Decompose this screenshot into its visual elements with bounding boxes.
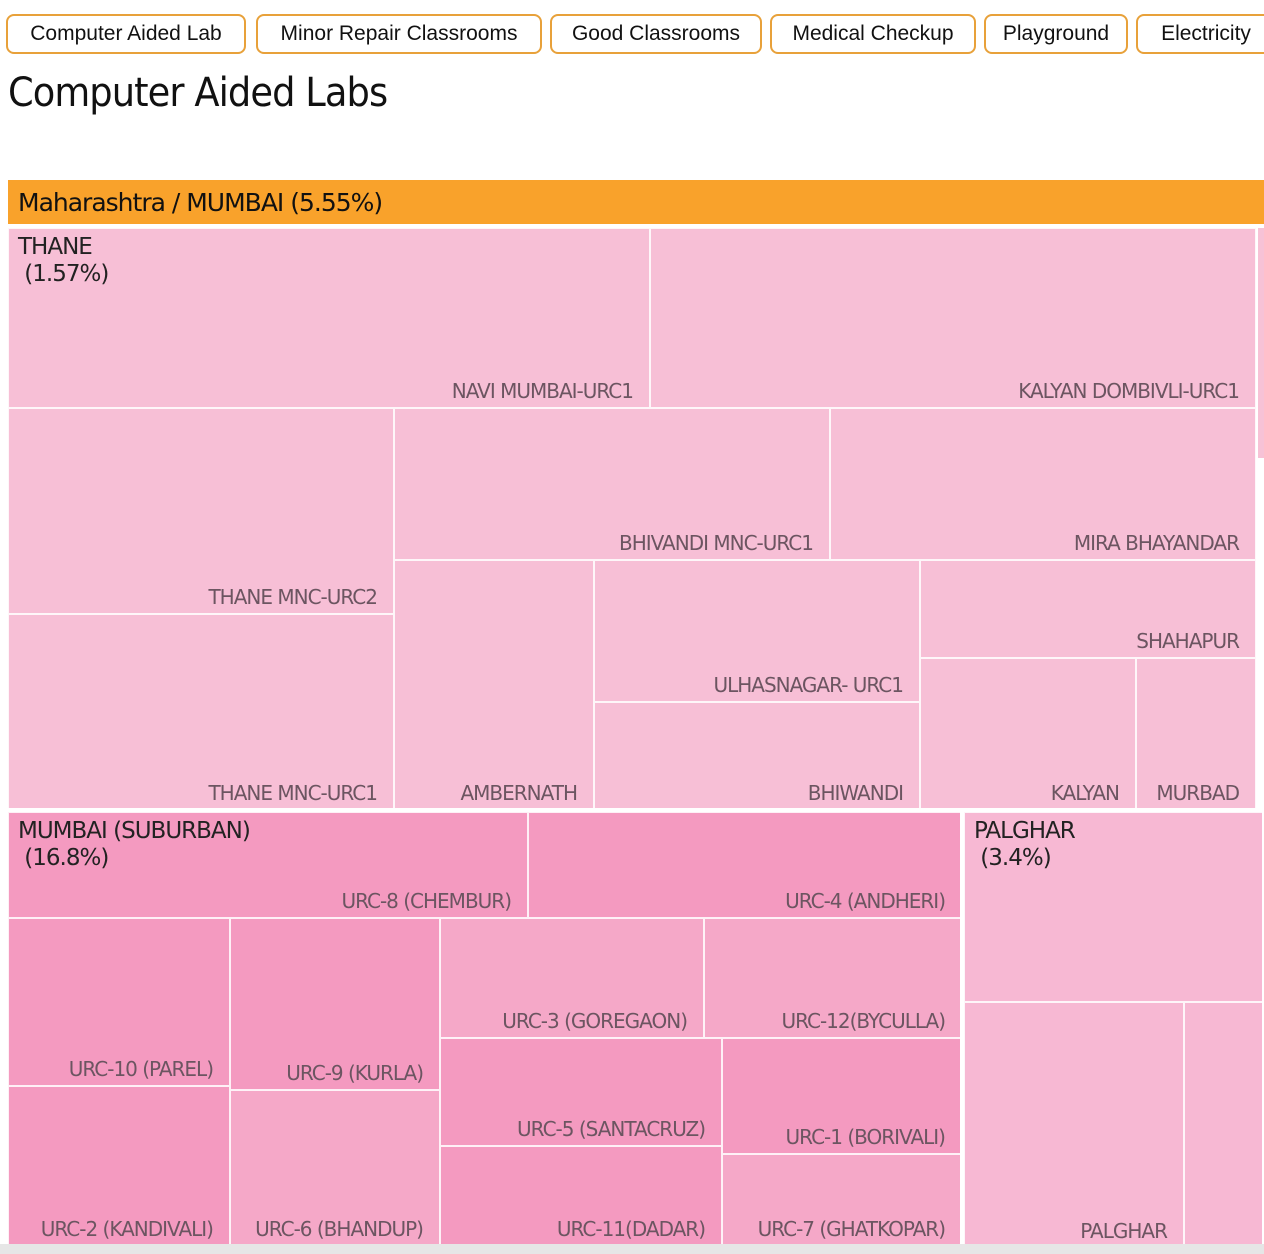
treemap-cell[interactable]: KALYAN DOMBIVLI-URC1 xyxy=(650,228,1256,408)
treemap-cell[interactable]: THANE MNC-URC1 xyxy=(8,614,394,808)
treemap-cell-label: NAVI MUMBAI-URC1 xyxy=(451,379,634,403)
treemap-cell[interactable]: URC-11(DADAR) xyxy=(440,1146,722,1244)
treemap-cell-label: KALYAN DOMBIVLI-URC1 xyxy=(1018,379,1240,403)
treemap-cell[interactable]: URC-2 (KANDIVALI) xyxy=(8,1086,230,1244)
treemap-cell-label: BHIVANDI MNC-URC1 xyxy=(619,531,814,555)
page-title: Computer Aided Labs xyxy=(8,70,388,116)
treemap-group-label: PALGHAR (3.4%) xyxy=(974,818,1076,871)
treemap-cell-label: URC-12(BYCULLA) xyxy=(781,1009,946,1033)
treemap-cell-label: URC-6 (BHANDUP) xyxy=(255,1217,424,1241)
treemap-breadcrumb[interactable]: Maharashtra / MUMBAI (5.55%) xyxy=(8,180,1264,224)
treemap-cell-label: URC-5 (SANTACRUZ) xyxy=(517,1117,706,1141)
treemap-cell[interactable]: URC-10 (PAREL) xyxy=(8,918,230,1086)
treemap-group-mumbai-suburban[interactable]: MUMBAI (SUBURBAN) (16.8%) URC-8 (CHEMBUR)… xyxy=(6,810,962,1246)
overflow-sliver xyxy=(1256,228,1264,458)
treemap-cell-unlabeled[interactable] xyxy=(964,812,1262,1002)
treemap-cell[interactable]: AMBERNATH xyxy=(394,560,594,808)
treemap-cell[interactable]: URC-7 (GHATKOPAR) xyxy=(722,1154,960,1244)
category-tabs: Computer Aided Lab Minor Repair Classroo… xyxy=(6,14,1264,60)
treemap-cell[interactable]: MIRA BHAYANDAR xyxy=(830,408,1256,560)
treemap-cell-label: BHIWANDI xyxy=(807,781,904,805)
treemap-cell[interactable]: URC-5 (SANTACRUZ) xyxy=(440,1038,722,1146)
treemap-cell-label: THANE MNC-URC2 xyxy=(208,585,378,609)
treemap-cell-label: MIRA BHAYANDAR xyxy=(1073,531,1240,555)
treemap-cell[interactable]: SHAHAPUR xyxy=(920,560,1256,658)
treemap-cell-label: URC-11(DADAR) xyxy=(556,1217,706,1241)
treemap-cell-label: URC-1 (BORIVALI) xyxy=(785,1125,946,1149)
treemap-cell[interactable]: URC-4 (ANDHERI) xyxy=(528,812,960,918)
treemap-cell-label: KALYAN xyxy=(1050,781,1120,805)
treemap-cell[interactable]: URC-12(BYCULLA) xyxy=(704,918,960,1038)
treemap-cell-label: SHAHAPUR xyxy=(1136,629,1240,653)
treemap-cell-label: URC-7 (GHATKOPAR) xyxy=(757,1217,946,1241)
treemap-cell[interactable]: MURBAD xyxy=(1136,658,1256,808)
tab-medical-checkup[interactable]: Medical Checkup xyxy=(770,14,976,54)
treemap-cell-label: THANE MNC-URC1 xyxy=(208,781,378,805)
treemap-cell-label: PALGHAR xyxy=(1080,1219,1168,1243)
treemap-cell-label: URC-2 (KANDIVALI) xyxy=(40,1217,214,1241)
treemap-cell[interactable]: NAVI MUMBAI-URC1 xyxy=(8,228,650,408)
treemap-cell[interactable]: URC-9 (KURLA) xyxy=(230,918,440,1090)
treemap-cell[interactable]: KALYAN xyxy=(920,658,1136,808)
treemap-group-palghar[interactable]: PALGHAR (3.4%) PALGHAR xyxy=(962,810,1264,1246)
treemap-cell-label: URC-9 (KURLA) xyxy=(286,1061,424,1085)
treemap-cell-label: AMBERNATH xyxy=(460,781,578,805)
treemap-group-label: THANE (1.57%) xyxy=(18,234,109,287)
tab-good-classrooms[interactable]: Good Classrooms xyxy=(550,14,762,54)
treemap-cell-label: URC-8 (CHEMBUR) xyxy=(341,889,512,913)
treemap-cell[interactable]: URC-3 (GOREGAON) xyxy=(440,918,704,1038)
treemap-cell[interactable]: ULHASNAGAR- URC1 xyxy=(594,560,920,702)
tab-playground[interactable]: Playground xyxy=(984,14,1128,54)
treemap-cell-label: ULHASNAGAR- URC1 xyxy=(713,673,904,697)
tab-computer-aided-lab[interactable]: Computer Aided Lab xyxy=(6,14,246,54)
treemap-cell-label: URC-4 (ANDHERI) xyxy=(785,889,946,913)
treemap-cell-label: URC-3 (GOREGAON) xyxy=(502,1009,688,1033)
treemap-cell[interactable]: URC-8 (CHEMBUR) xyxy=(8,812,528,918)
treemap-cell-label: MURBAD xyxy=(1156,781,1240,805)
treemap-cell-unlabeled[interactable] xyxy=(1184,1002,1262,1244)
tab-electricity[interactable]: Electricity xyxy=(1136,14,1264,54)
horizontal-scrollbar[interactable] xyxy=(0,1244,1264,1254)
treemap-cell[interactable]: URC-6 (BHANDUP) xyxy=(230,1090,440,1244)
treemap-cell[interactable]: THANE MNC-URC2 xyxy=(8,408,394,614)
treemap-cell[interactable]: BHIWANDI xyxy=(594,702,920,808)
treemap-cell-label: URC-10 (PAREL) xyxy=(68,1057,214,1081)
treemap-group-thane[interactable]: THANE (1.57%) NAVI MUMBAI-URC1 KALYAN DOMB… xyxy=(6,226,1258,810)
tab-minor-repair-classrooms[interactable]: Minor Repair Classrooms xyxy=(256,14,542,54)
treemap-cell[interactable]: BHIVANDI MNC-URC1 xyxy=(394,408,830,560)
treemap-group-label: MUMBAI (SUBURBAN) (16.8%) xyxy=(18,818,251,871)
treemap-cell[interactable]: PALGHAR xyxy=(964,1002,1184,1244)
treemap-cell[interactable]: URC-1 (BORIVALI) xyxy=(722,1038,960,1154)
